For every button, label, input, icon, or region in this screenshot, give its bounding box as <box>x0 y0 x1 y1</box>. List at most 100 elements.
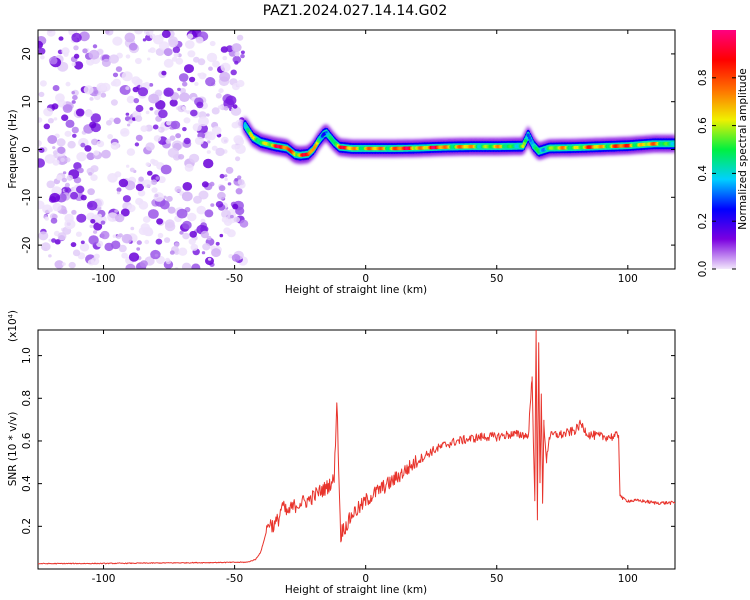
noise-blob <box>38 231 49 241</box>
noise-blob <box>57 146 66 154</box>
noise-blob <box>166 120 172 126</box>
noise-blob <box>115 66 123 72</box>
noise-blob <box>190 109 198 117</box>
noise-blob <box>126 148 136 156</box>
noise-blob <box>222 55 228 61</box>
noise-blob <box>110 81 117 87</box>
noise-blob <box>129 42 138 51</box>
noise-blob <box>147 57 151 61</box>
noise-blob <box>148 93 160 104</box>
noise-blob <box>215 201 224 208</box>
noise-blob <box>60 157 65 162</box>
noise-blob <box>152 124 159 130</box>
noise-blob <box>101 149 111 159</box>
noise-blob <box>100 220 106 225</box>
noise-blob <box>197 72 201 77</box>
noise-blob <box>51 103 59 110</box>
noise-blob <box>169 99 178 107</box>
noise-blob <box>201 181 209 188</box>
noise-blob <box>129 167 135 173</box>
noise-blob <box>52 150 58 155</box>
noise-blob <box>209 40 216 47</box>
noise-blob <box>235 144 246 155</box>
spectrogram-x-tick-label: 0 <box>362 273 369 285</box>
noise-blob <box>230 69 237 76</box>
noise-blob <box>67 140 76 149</box>
noise-blob <box>52 202 62 212</box>
noise-blob <box>206 140 211 144</box>
noise-blob <box>88 49 100 60</box>
noise-blob <box>97 213 102 218</box>
noise-blob <box>65 81 71 87</box>
noise-blob <box>187 33 194 40</box>
noise-blob <box>140 125 148 132</box>
noise-blob <box>159 200 170 210</box>
noise-blob <box>89 97 94 101</box>
noise-blob <box>227 182 232 186</box>
noise-blob <box>161 30 171 39</box>
noise-blob <box>39 80 47 87</box>
noise-blob <box>89 121 97 129</box>
noise-blob <box>234 60 239 65</box>
noise-blob <box>87 259 95 266</box>
noise-blob <box>91 138 99 146</box>
colorbar-tick-label: 0.0 <box>697 261 709 278</box>
noise-blob <box>71 32 82 43</box>
noise-blob <box>190 243 199 251</box>
noise-blob <box>217 191 226 200</box>
noise-blob <box>225 166 234 174</box>
noise-blob <box>221 209 231 219</box>
noise-blob <box>201 142 208 149</box>
noise-blob <box>128 119 133 124</box>
noise-blob <box>110 142 120 150</box>
noise-blob <box>73 53 80 59</box>
spectrogram-x-tick-label: 100 <box>618 273 638 285</box>
noise-blob <box>181 106 187 111</box>
noise-blob <box>72 249 81 257</box>
noise-blob <box>38 147 45 153</box>
snr-x-tick-label: 100 <box>618 573 638 585</box>
noise-blob <box>220 62 231 72</box>
noise-blob <box>118 178 129 188</box>
noise-blob <box>76 213 87 223</box>
noise-blob <box>145 162 151 167</box>
noise-blob <box>80 240 85 245</box>
noise-blob <box>47 135 58 144</box>
noise-blob <box>43 107 53 117</box>
noise-blob <box>84 110 93 118</box>
noise-blob <box>166 195 173 202</box>
noise-blob <box>211 107 220 115</box>
noise-blob <box>111 240 121 250</box>
noise-blob <box>80 194 87 201</box>
noise-blob <box>224 174 228 178</box>
noise-blob <box>135 104 144 113</box>
noise-blob <box>220 136 229 144</box>
noise-blob <box>160 164 172 175</box>
noise-blob <box>215 147 225 157</box>
noise-blob <box>210 203 215 207</box>
noise-blob <box>182 81 188 87</box>
noise-blob <box>147 170 153 176</box>
noise-blob <box>107 134 113 140</box>
noise-blob <box>122 195 131 203</box>
noise-blob <box>178 154 185 160</box>
noise-blob <box>144 81 150 87</box>
noise-blob <box>198 116 209 127</box>
noise-blob <box>47 118 54 124</box>
noise-blob <box>158 109 168 119</box>
noise-blob <box>182 232 190 240</box>
spectrogram-x-tick-label: 50 <box>490 273 503 285</box>
ridge-core <box>524 138 528 143</box>
snr-x-ticks: -100 -50 0 50 100 <box>92 330 638 585</box>
noise-blob <box>110 99 118 106</box>
noise-blob <box>231 254 241 262</box>
noise-blob <box>50 217 58 224</box>
ridge-core <box>522 141 526 146</box>
noise-blob <box>83 85 94 95</box>
noise-blob <box>206 52 218 63</box>
noise-blob <box>90 113 102 123</box>
noise-blob <box>76 185 85 194</box>
noise-blob <box>79 31 90 42</box>
noise-blob <box>167 206 176 214</box>
noise-blob <box>66 174 74 181</box>
